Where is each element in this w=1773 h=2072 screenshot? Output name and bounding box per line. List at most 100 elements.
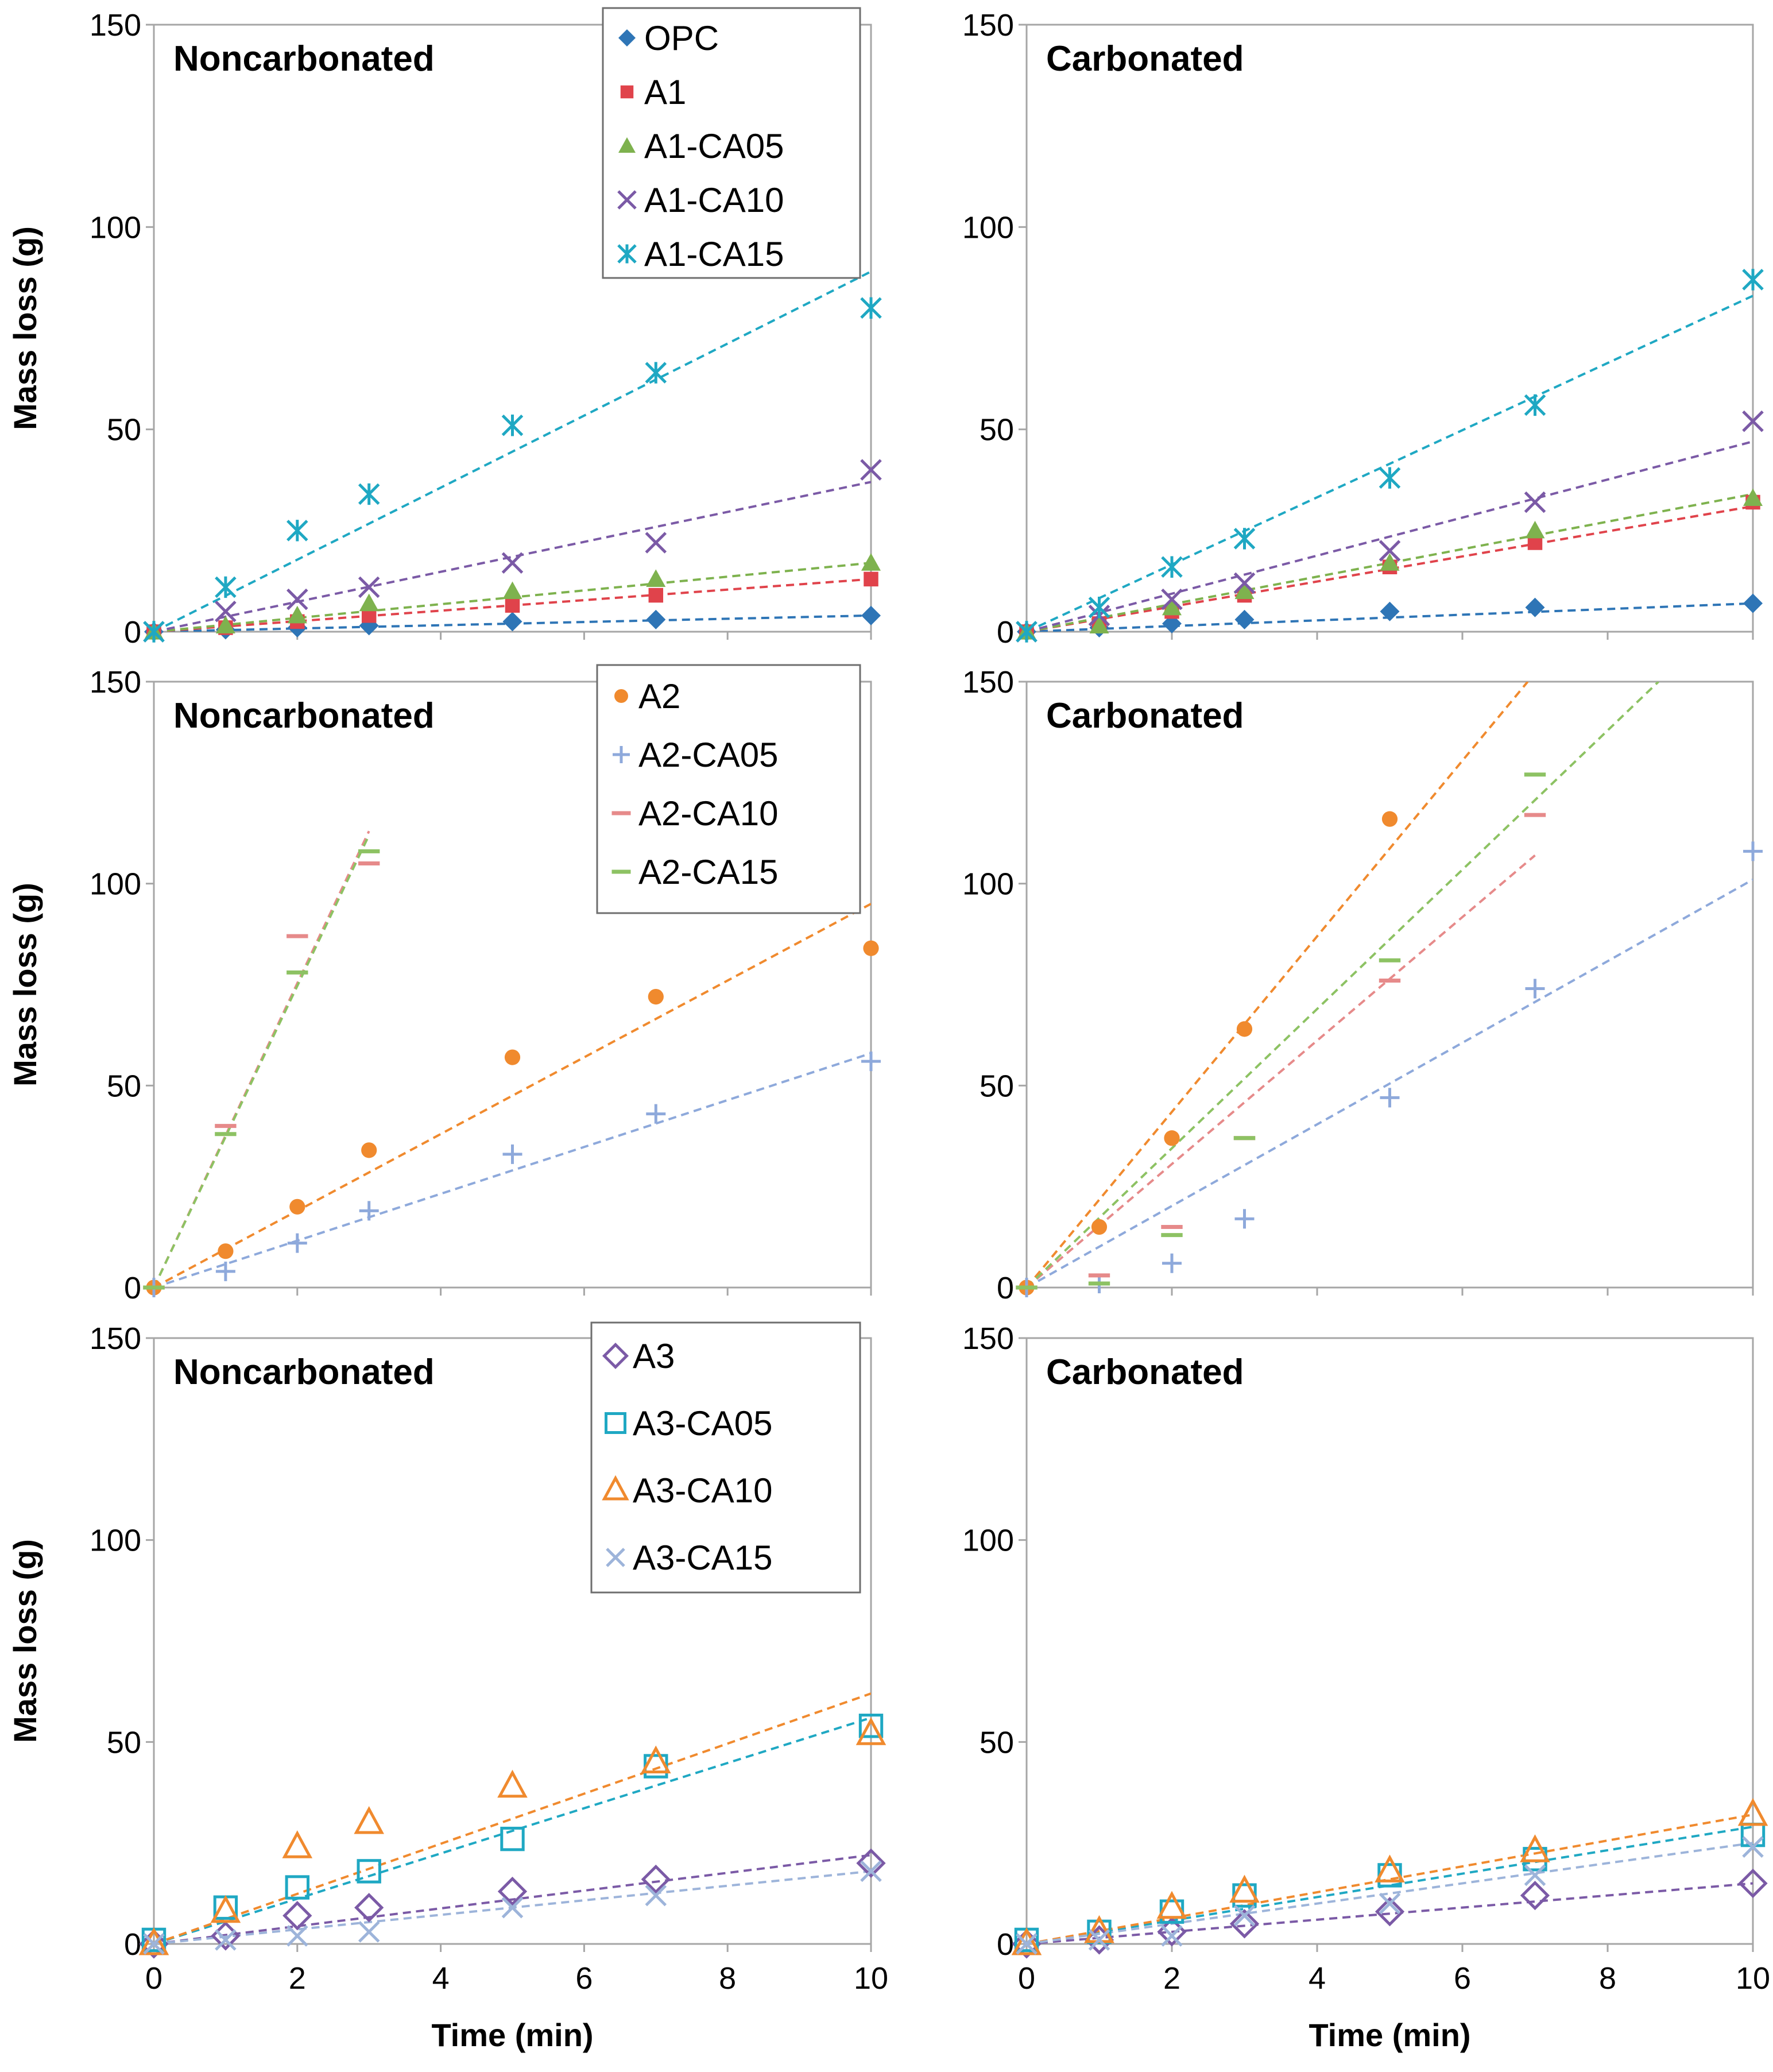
- trend-lines: [1027, 682, 1753, 1288]
- data-point: [1380, 601, 1400, 621]
- y-tick-label: 100: [90, 1524, 141, 1558]
- data-point: [1379, 540, 1401, 562]
- legend: A3 A3-CA05 A3-CA10 A3-CA15: [590, 1321, 861, 1594]
- panel-title: Noncarbonated: [173, 696, 435, 736]
- trend-line-a1-ca10: [1027, 440, 1753, 632]
- data-point: [1742, 1836, 1764, 1858]
- data-point: [357, 1859, 381, 1884]
- data-point: [641, 1864, 671, 1895]
- plot-area: [1025, 681, 1754, 1289]
- series-a3-ca10: [138, 1717, 887, 1955]
- x-tick-label: 0: [1018, 1961, 1035, 1996]
- data-point: [1011, 1927, 1042, 1955]
- series-a1-ca10: [1016, 410, 1764, 643]
- data-point: [215, 1261, 235, 1281]
- x-tick-label: 2: [1163, 1961, 1180, 1996]
- data-point: [358, 483, 380, 505]
- data-point: [1524, 491, 1546, 513]
- legend-label: A3-CA15: [633, 1538, 772, 1577]
- y-tick-label: 0: [124, 615, 141, 650]
- y-tick-label: 0: [124, 1927, 141, 1962]
- data-point: [856, 1848, 886, 1878]
- legend-label: A1-CA05: [644, 127, 784, 165]
- legend-marker: [618, 137, 636, 153]
- series-a2: [146, 940, 879, 1296]
- data-point: [861, 1052, 881, 1072]
- data-point: [502, 1144, 522, 1164]
- legend-marker: [602, 1342, 629, 1370]
- data-point: [646, 609, 666, 629]
- data-point: [502, 581, 522, 600]
- trend-line-a1-ca05: [1027, 493, 1753, 632]
- trend-lines: [154, 830, 871, 1288]
- data-point: [1524, 394, 1546, 416]
- trend-line-a2-ca10: [1027, 854, 1536, 1288]
- y-tick-label: 50: [980, 1069, 1014, 1103]
- series-a2-ca15: [1016, 772, 1546, 1290]
- data-point: [863, 940, 879, 956]
- data-point: [287, 605, 307, 624]
- y-tick-label: 150: [962, 665, 1014, 699]
- data-point: [1525, 979, 1545, 999]
- legend-label: A1-CA10: [644, 181, 784, 219]
- legend-marker: [614, 689, 628, 703]
- data-point: [1738, 1868, 1768, 1899]
- data-point: [860, 459, 882, 481]
- y-tick-label: 100: [90, 210, 141, 245]
- data-point: [645, 532, 667, 554]
- data-point: [215, 601, 237, 623]
- data-point: [359, 593, 379, 612]
- series-a3-ca10: [1011, 1797, 1768, 1955]
- trend-line-a1: [1027, 505, 1753, 632]
- trend-line-a1-ca10: [154, 481, 871, 632]
- data-point: [1233, 528, 1256, 550]
- data-point: [1229, 1909, 1260, 1939]
- data-point: [1381, 811, 1398, 827]
- data-point: [646, 569, 666, 587]
- x-tick-label: 4: [1309, 1961, 1326, 1996]
- legend-label: A2-CA10: [638, 794, 778, 833]
- trend-line-a3-ca15: [1027, 1842, 1753, 1944]
- data-point: [1379, 467, 1401, 489]
- data-point: [138, 1927, 169, 1955]
- data-point: [289, 1199, 305, 1215]
- trend-line-a1-ca15: [1027, 295, 1753, 632]
- data-point: [860, 1860, 882, 1882]
- trend-line-a2-ca05: [1027, 878, 1753, 1288]
- y-tick-label: 50: [107, 1069, 141, 1103]
- data-point: [143, 621, 165, 643]
- y-tick-label: 50: [980, 1725, 1014, 1760]
- trend-line-a2-ca15: [154, 834, 370, 1288]
- chart-panel-3: 0 50 100 150 Mass loss (g) Noncarbonated A2 A2-…: [7, 664, 881, 1305]
- legend-marker: [602, 1475, 629, 1501]
- data-point: [1743, 593, 1763, 613]
- data-point: [645, 362, 667, 384]
- trend-line-a3-ca05: [1027, 1826, 1753, 1944]
- data-point: [287, 1925, 308, 1947]
- legend-marker: [617, 190, 637, 210]
- legend-marker: [618, 29, 636, 47]
- panel-title: Carbonated: [1046, 39, 1244, 79]
- data-point: [861, 553, 881, 571]
- data-point: [648, 989, 664, 1005]
- data-point: [1379, 1892, 1401, 1915]
- chart-panel-2: 0 50 100 150 Carbonated: [962, 8, 1764, 650]
- data-point: [215, 576, 237, 598]
- series-a2-ca15: [143, 849, 380, 1290]
- data-point: [501, 414, 524, 436]
- data-point: [1375, 1897, 1405, 1927]
- data-point: [1012, 1929, 1042, 1959]
- data-point: [1091, 1219, 1108, 1235]
- trend-line-a2-ca15: [1027, 682, 1659, 1288]
- legend-box: [590, 1321, 861, 1594]
- trend-line-a1-ca15: [154, 270, 871, 632]
- data-point: [501, 1896, 524, 1919]
- legend-marker: [613, 746, 630, 763]
- y-tick-label: 0: [124, 1271, 141, 1305]
- y-tick-label: 150: [90, 665, 141, 699]
- data-point: [218, 1243, 234, 1259]
- data-point: [215, 1929, 237, 1951]
- data-point: [1742, 410, 1764, 432]
- legend-label: A1-CA15: [644, 235, 784, 273]
- legend: OPC A1 A1-CA05 A1-CA10 A1-CA15: [602, 7, 861, 279]
